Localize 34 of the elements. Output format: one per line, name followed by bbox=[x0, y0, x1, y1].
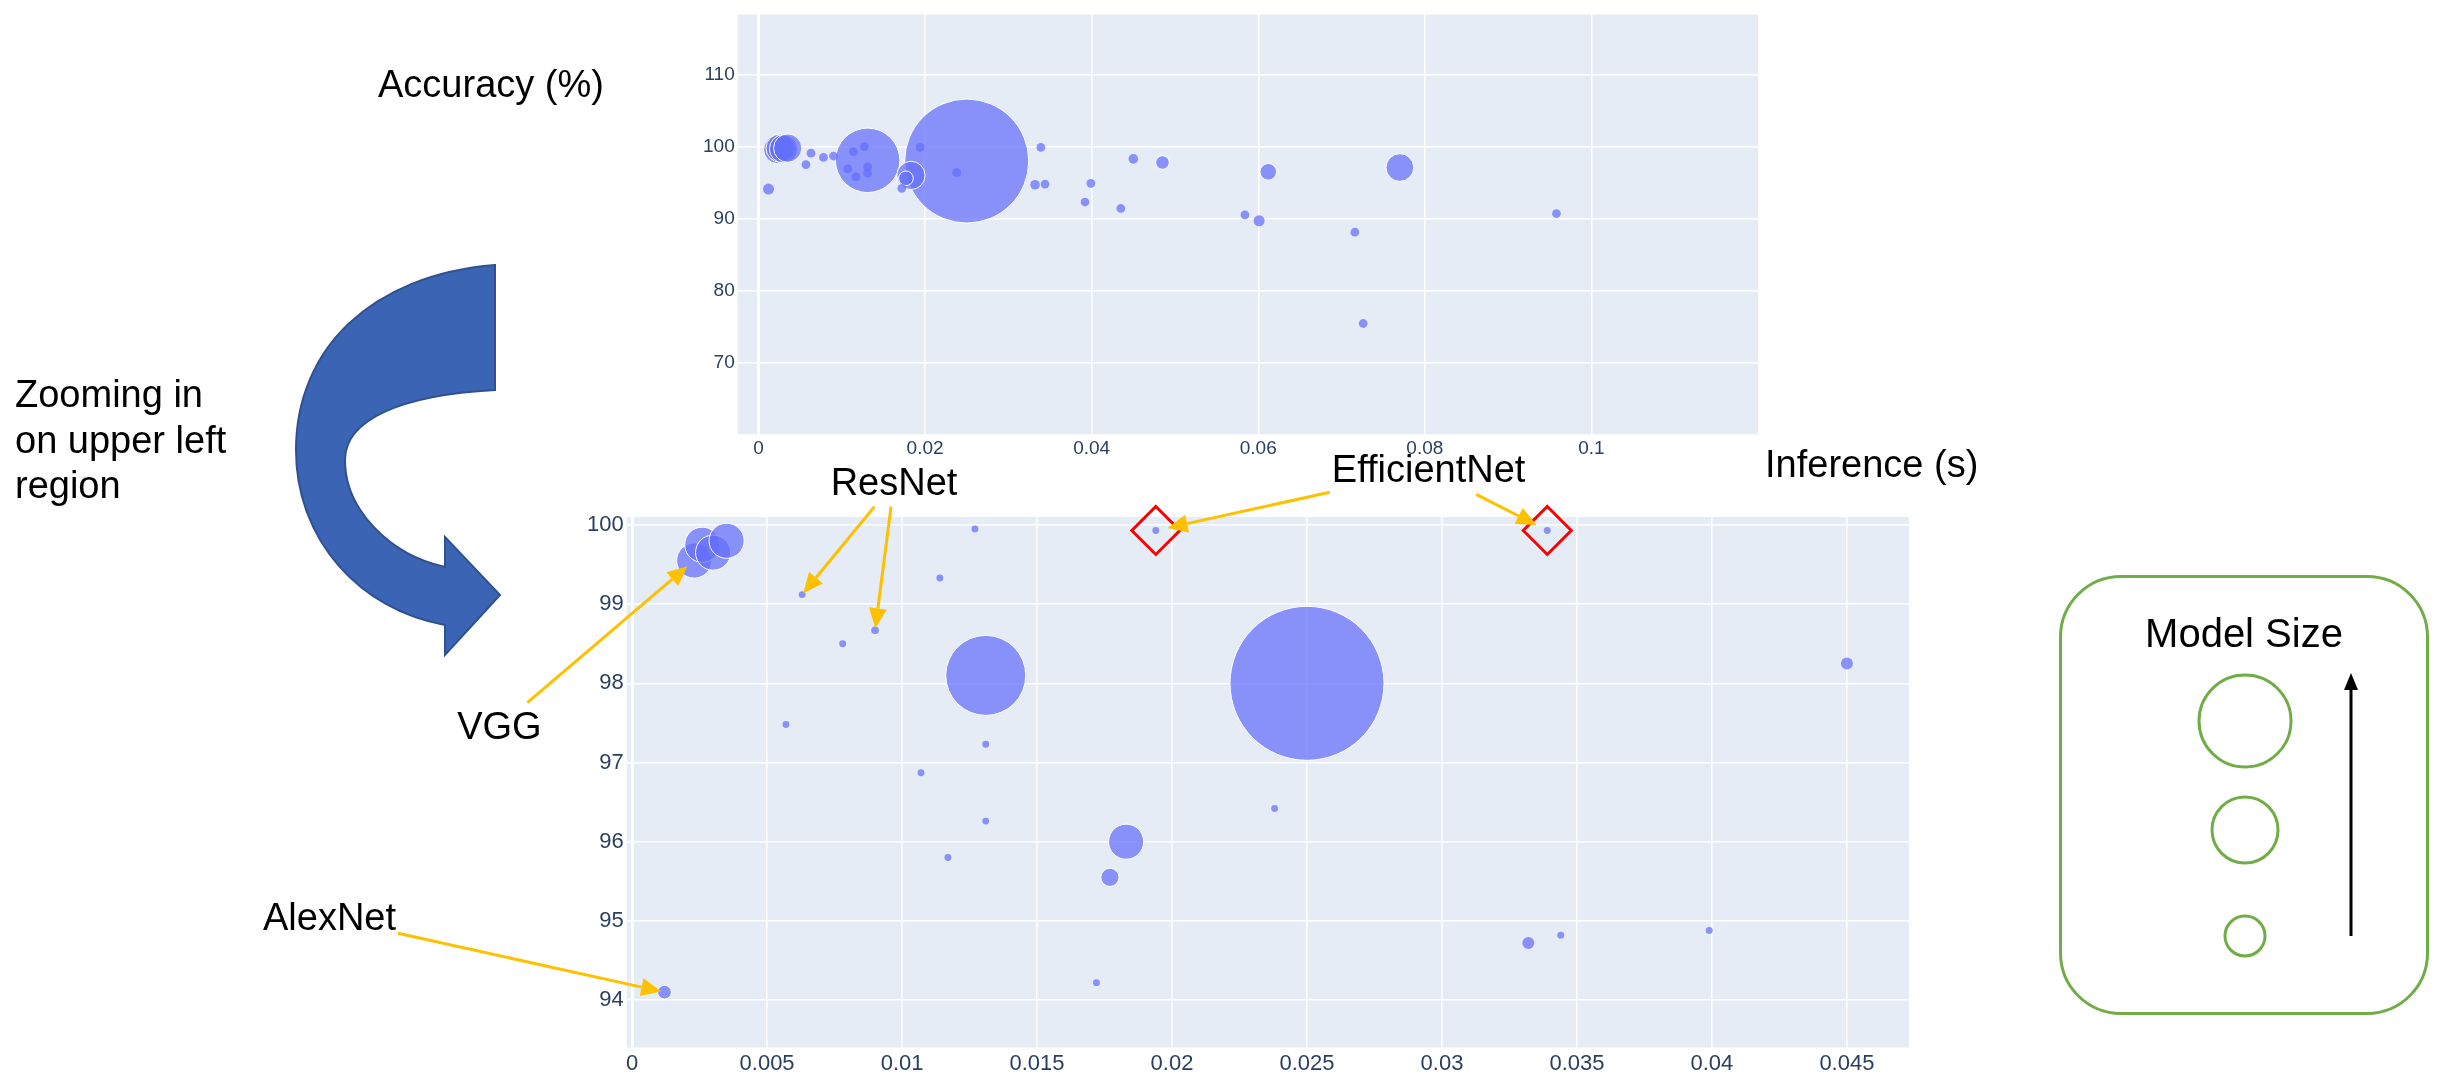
text: VGG bbox=[457, 703, 542, 749]
y-tick-label: 100 bbox=[703, 134, 735, 156]
y-axis-title: Accuracy (%) bbox=[378, 62, 604, 107]
y-tick-label: 90 bbox=[713, 206, 735, 228]
x-tick-label: 0 bbox=[753, 436, 764, 458]
x-tick-label: 0.015 bbox=[1009, 1049, 1065, 1075]
y-tick-label: 110 bbox=[704, 63, 735, 85]
text: Zooming in on upper left region bbox=[15, 372, 228, 509]
y-tick-label: 100 bbox=[586, 510, 624, 536]
x-tick-label: 0.005 bbox=[739, 1049, 795, 1075]
y-tick-label: 97 bbox=[599, 748, 624, 774]
x-tick-label: 0.06 bbox=[1239, 436, 1277, 458]
x-tick-label: 0.02 bbox=[906, 436, 944, 458]
y-tick-label: 96 bbox=[599, 827, 624, 853]
x-tick-label: 0.01 bbox=[880, 1049, 924, 1075]
y-tick-label: 80 bbox=[713, 278, 735, 300]
x-axis-title: Inference (s) bbox=[1765, 442, 1979, 487]
x-tick-label: 0.04 bbox=[1690, 1049, 1734, 1075]
x-tick-label: 0.035 bbox=[1549, 1049, 1605, 1075]
y-tick-label: 99 bbox=[599, 590, 624, 616]
x-tick-label: 0.045 bbox=[1819, 1049, 1875, 1075]
x-tick-label: 0.04 bbox=[1073, 436, 1111, 458]
x-tick-label: 0.02 bbox=[1150, 1049, 1194, 1075]
y-tick-label: 94 bbox=[599, 986, 624, 1012]
x-tick-label: 0.03 bbox=[1420, 1049, 1464, 1075]
annotation: ResNet bbox=[830, 459, 958, 505]
x-tick-label: 0.025 bbox=[1279, 1049, 1335, 1075]
y-tick-label: 95 bbox=[599, 906, 624, 932]
y-tick-label: 70 bbox=[713, 350, 735, 372]
x-tick-label: 0 bbox=[625, 1049, 639, 1075]
y-tick-label: 98 bbox=[599, 669, 624, 695]
legend-title: Model Size bbox=[2144, 610, 2344, 657]
text: AlexNet bbox=[262, 895, 397, 941]
x-tick-label: 0.1 bbox=[1578, 436, 1605, 458]
